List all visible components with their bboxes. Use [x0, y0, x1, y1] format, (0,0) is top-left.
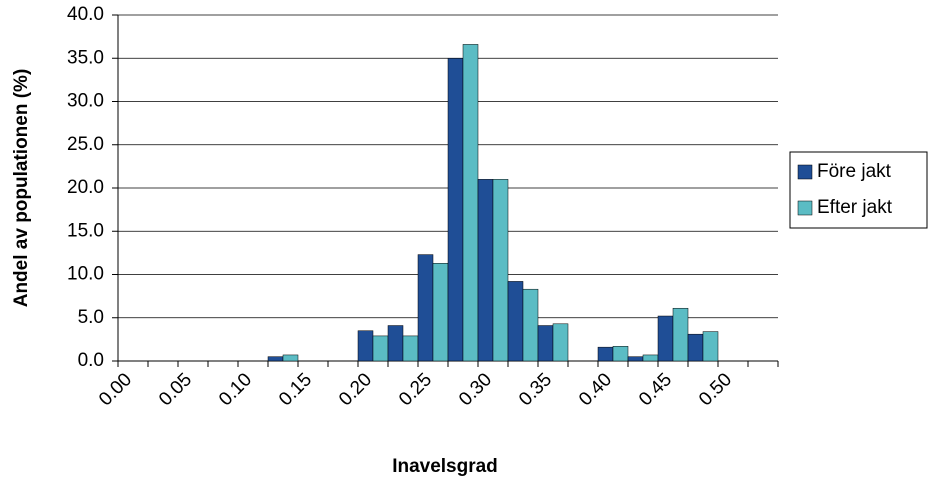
x-tick-label: 0.05: [155, 369, 196, 410]
bar: [417, 254, 434, 362]
legend-label: Före jakt: [817, 161, 892, 182]
bar: [282, 354, 299, 362]
bar: [402, 335, 419, 362]
y-tick-label: 30.0: [67, 91, 104, 112]
bar: [522, 288, 539, 362]
x-tick-label: 0.15: [275, 369, 316, 410]
bar: [552, 323, 569, 362]
bar: [492, 179, 509, 362]
x-tick-label: 0.45: [635, 369, 676, 410]
legend-box: [789, 151, 928, 229]
x-tick-label: 0.50: [695, 369, 736, 410]
x-tick-label: 0.40: [575, 369, 616, 410]
bar: [597, 346, 614, 362]
x-tick-label: 0.35: [515, 369, 556, 410]
legend-swatch: [797, 200, 813, 216]
bar: [387, 325, 404, 362]
bar: [687, 333, 704, 362]
y-axis-title: Andel av populationen (%): [11, 69, 32, 308]
bar: [657, 315, 674, 362]
x-tick-label: 0.20: [335, 369, 376, 410]
bar: [372, 335, 389, 362]
bar: [672, 307, 689, 362]
x-axis-title: Inavelsgrad: [392, 456, 498, 477]
bar: [477, 179, 494, 362]
y-tick-label: 5.0: [78, 307, 104, 328]
x-tick-label: 0.30: [455, 369, 496, 410]
y-tick-label: 35.0: [67, 47, 104, 68]
x-tick-label: 0.00: [95, 369, 136, 410]
legend-label: Efter jakt: [817, 197, 893, 218]
bar: [267, 356, 284, 362]
y-tick-label: 0.0: [78, 350, 104, 371]
x-tick-label: 0.10: [215, 369, 256, 410]
bar: [462, 44, 479, 362]
y-tick-label: 15.0: [67, 220, 104, 241]
legend-swatch: [797, 164, 813, 180]
bar: [447, 58, 464, 362]
bar: [537, 325, 554, 362]
x-tick-label: 0.25: [395, 369, 436, 410]
bar: [432, 263, 449, 362]
y-tick-label: 40.0: [67, 4, 104, 25]
bar: [702, 331, 719, 362]
bar: [642, 354, 659, 362]
bar: [507, 281, 524, 362]
bar: [357, 330, 374, 362]
bar: [612, 346, 629, 362]
y-tick-label: 20.0: [67, 177, 104, 198]
y-tick-label: 25.0: [67, 134, 104, 155]
bar: [627, 356, 644, 362]
y-tick-label: 10.0: [67, 264, 104, 285]
